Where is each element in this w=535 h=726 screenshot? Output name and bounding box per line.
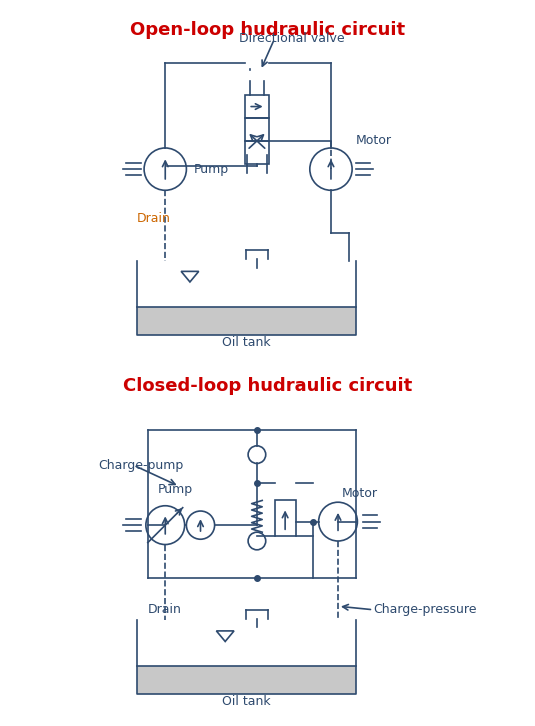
Text: Oil tank: Oil tank — [222, 696, 271, 709]
Circle shape — [146, 506, 185, 544]
Circle shape — [310, 148, 352, 190]
Circle shape — [186, 511, 215, 539]
Text: Charge-pump: Charge-pump — [98, 459, 184, 472]
Text: Charge-pressure: Charge-pressure — [373, 603, 477, 616]
Text: Oil tank: Oil tank — [222, 336, 271, 349]
Text: Pump: Pump — [194, 163, 228, 176]
Text: Open-loop hudraulic circuit: Open-loop hudraulic circuit — [130, 21, 405, 39]
Bar — [244, 141, 269, 164]
Bar — [244, 118, 269, 141]
Bar — [137, 306, 356, 335]
Text: Pump: Pump — [158, 484, 193, 497]
Bar — [137, 666, 356, 694]
Text: Directional valve: Directional valve — [239, 32, 345, 45]
Text: Drain: Drain — [137, 212, 171, 225]
Text: Closed-loop hudraulic circuit: Closed-loop hudraulic circuit — [123, 377, 412, 395]
Text: Drain: Drain — [148, 603, 181, 616]
Bar — [274, 500, 296, 536]
Text: Motor: Motor — [341, 487, 378, 500]
Circle shape — [319, 502, 357, 541]
Circle shape — [144, 148, 186, 190]
Bar — [244, 95, 269, 118]
Text: Motor: Motor — [356, 134, 392, 147]
